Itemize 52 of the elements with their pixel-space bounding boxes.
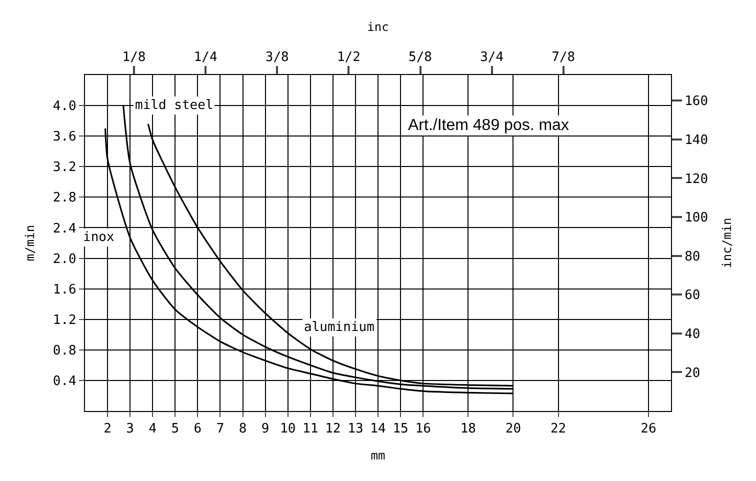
x2-tick-label: 1/2 xyxy=(336,50,360,65)
x-tick-label: 2 xyxy=(104,422,112,437)
x2-tick-label: 3/8 xyxy=(265,50,289,65)
y-axis-title: m/min xyxy=(23,224,38,262)
series-label: aluminium xyxy=(304,320,375,335)
x-tick-label: 4 xyxy=(148,422,157,437)
y-tick-label: 2.8 xyxy=(52,190,76,206)
x-tick-label: 7 xyxy=(216,422,224,437)
x2-tick-label: 1/4 xyxy=(194,50,218,65)
series-label: inox xyxy=(83,230,114,245)
y-tick-label: 3.2 xyxy=(52,160,76,176)
annotation: Art./Item 489 pos. max xyxy=(408,117,569,134)
x2-axis-title: inc xyxy=(367,20,389,34)
series-label: mild steel xyxy=(135,98,214,113)
x-tick-label: 20 xyxy=(505,422,522,437)
x-tick-label: 6 xyxy=(194,422,202,437)
x-tick-label: 16 xyxy=(415,422,431,437)
x-tick-label: 5 xyxy=(171,422,180,437)
x-tick-label: 14 xyxy=(370,422,386,437)
y-tick-label: 2.4 xyxy=(52,221,77,236)
y-tick-label: 0.4 xyxy=(52,374,77,389)
x-tick-label: 13 xyxy=(348,422,364,437)
y2-tick-label: 100 xyxy=(684,210,708,226)
y2-tick-label: 40 xyxy=(684,326,700,342)
y-tick-label: 1.2 xyxy=(52,312,76,328)
x2-tick-label: 3/4 xyxy=(480,50,504,65)
y-tick-label: 2.0 xyxy=(52,252,76,267)
x-tick-label: 8 xyxy=(238,422,247,437)
x-tick-label: 9 xyxy=(261,422,270,437)
x-tick-label: 3 xyxy=(126,422,134,437)
x-tick-label: 10 xyxy=(280,422,296,437)
y2-tick-label: 80 xyxy=(684,249,700,264)
y2-tick-label: 60 xyxy=(684,288,700,304)
y-tick-label: 0.8 xyxy=(52,343,76,358)
x-tick-label: 12 xyxy=(325,422,341,437)
x-axis-title: mm xyxy=(370,448,386,462)
x2-tick-label: 7/8 xyxy=(552,50,576,65)
x-tick-label: 11 xyxy=(302,422,318,437)
y-tick-label: 4.0 xyxy=(52,99,76,114)
y-tick-label: 1.6 xyxy=(52,282,76,298)
x2-tick-label: 1/8 xyxy=(122,50,146,65)
x-tick-label: 26 xyxy=(640,422,656,437)
x-tick-label: 18 xyxy=(460,422,476,437)
x-tick-label: 15 xyxy=(392,422,408,437)
y2-tick-label: 120 xyxy=(684,172,708,187)
y-tick-label: 3.6 xyxy=(52,130,76,145)
y2-tick-label: 160 xyxy=(684,94,708,110)
y2-tick-label: 140 xyxy=(684,132,708,148)
x2-tick-label: 5/8 xyxy=(408,50,432,65)
x-tick-label: 22 xyxy=(550,422,566,437)
y2-axis-title: inc/min xyxy=(720,218,734,268)
y2-tick-label: 20 xyxy=(684,366,700,381)
